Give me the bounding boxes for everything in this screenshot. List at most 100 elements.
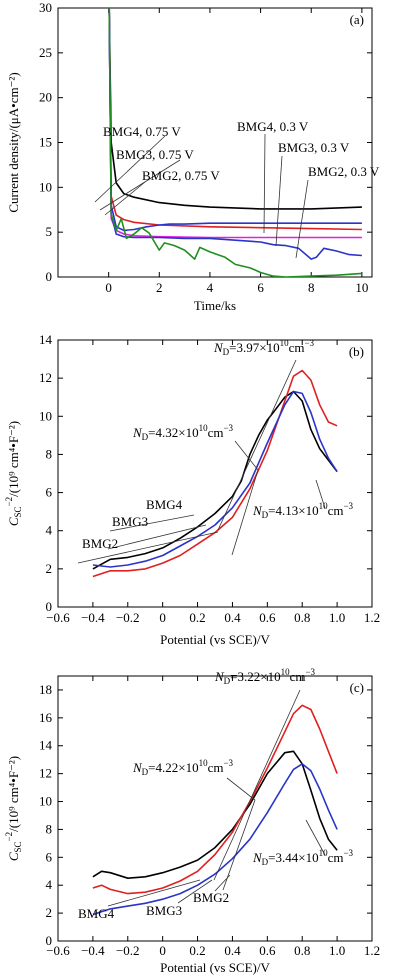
y-tick-label: 2: [46, 561, 53, 576]
chart-panel-b: −0.6 −0.4 −0.2 0 0.2 0.4 0.6 0.8 1.0 1.2 0 2 4 6 8 10 12…: [4, 332, 380, 647]
panel-label: (c): [350, 680, 364, 695]
x-tick-label: 0.8: [294, 943, 310, 958]
y-tick-label: 10: [39, 179, 52, 194]
annotation-leader: [226, 777, 256, 801]
annotation-label: BMG3, 0.3 V: [278, 140, 350, 155]
y-tick-label: 8: [46, 821, 53, 836]
series-line-bmg3-0-75-v: [108, 8, 362, 231]
annotation-leader: [177, 879, 213, 904]
x-tick-label: −0.4: [81, 943, 105, 958]
y-tick-label: 0: [46, 269, 53, 284]
x-tick-label: 0.6: [259, 943, 276, 958]
y-tick-label: 18: [39, 682, 52, 697]
x-tick-label: 1.0: [329, 943, 345, 958]
panel-label: (b): [349, 344, 364, 359]
x-tick-label: −0.2: [116, 943, 140, 958]
series-line-bmg4-0-75-v: [108, 8, 362, 210]
series-line-bmg2-0-3-v: [108, 8, 362, 277]
series-line-bmg2-0-75-v: [108, 8, 362, 239]
x-tick-label: −0.6: [46, 943, 70, 958]
annotation-label: BMG4: [146, 497, 183, 512]
y-tick-label: 8: [46, 446, 53, 461]
y-tick-label: 6: [46, 849, 53, 864]
y-tick-label: 10: [39, 408, 52, 423]
series-line-bmg4: [92, 390, 338, 570]
x-tick-label: −0.2: [116, 610, 140, 625]
x-tick-label: 0.4: [224, 943, 241, 958]
annotation-label: BMG2: [82, 536, 118, 551]
x-tick-label: 1.2: [364, 610, 380, 625]
annotation-label: BMG4, 0.3 V: [237, 119, 309, 134]
y-tick-label: 14: [39, 332, 53, 347]
y-tick-label: 0: [46, 599, 53, 614]
annotation-label: ND=4.32×1010cm−3: [132, 423, 234, 442]
series-line-bmg4-0-3-v: [108, 8, 362, 232]
annotation-leader: [104, 181, 146, 216]
x-tick-label: 1.2: [364, 943, 380, 958]
annotation-label: BMG2, 0.75 V: [142, 168, 220, 183]
y-tick-label: 4: [46, 877, 53, 892]
x-tick-label: 0.2: [189, 610, 205, 625]
annotation-label: BMG3: [112, 514, 148, 529]
annotation-label: ND=3.44×1010cm−3: [252, 848, 354, 867]
annotation-leader: [214, 874, 231, 892]
x-tick-label: 0.2: [189, 943, 205, 958]
x-tick-label: 0: [105, 280, 112, 295]
annotation-leader: [77, 531, 219, 564]
annotation-label: BMG3: [146, 903, 182, 918]
x-tick-label: 0: [159, 943, 166, 958]
annotation-label: BMG4, 0.75 V: [103, 124, 181, 139]
y-tick-label: 12: [39, 370, 52, 385]
annotation-label: BMG4: [78, 906, 115, 921]
y-axis-label: CSC−2/(10⁹ cm⁴•F⁻²): [4, 421, 23, 526]
x-axis-label: Potential (vs SCE)/V: [160, 960, 270, 975]
x-axis-label: Potential (vs SCE)/V: [160, 632, 270, 647]
x-tick-label: 0.6: [259, 610, 276, 625]
annotation-label: ND=4.22×1010cm−3: [132, 758, 234, 777]
annotation-label: BMG2, 0.3 V: [308, 164, 380, 179]
annotation-label: BMG3, 0.75 V: [116, 147, 194, 162]
annotation-leader: [222, 799, 256, 891]
annotation-leader: [234, 440, 259, 471]
x-tick-label: 1.0: [329, 610, 345, 625]
x-tick-label: 8: [308, 280, 315, 295]
series-line-bmg2: [92, 763, 338, 916]
annotation-leader: [107, 879, 201, 907]
x-tick-label: 0.8: [294, 610, 310, 625]
annotation-leader: [213, 689, 301, 881]
y-axis-label: CSC−2/(10⁹ cm⁴•F⁻²): [4, 756, 23, 861]
y-tick-label: 20: [39, 90, 52, 105]
annotation-leader: [107, 524, 207, 550]
annotation-leader: [315, 479, 326, 509]
series-line-bmg3: [92, 369, 338, 578]
annotation-leader: [231, 469, 259, 556]
annotation-label: BMG2: [193, 890, 229, 905]
annotation-label: ND=4.13×1010cm−3: [252, 501, 354, 520]
annotation-leader: [217, 359, 297, 531]
y-tick-label: 12: [39, 766, 52, 781]
annotation-leader: [295, 179, 309, 259]
y-tick-label: 14: [39, 738, 53, 753]
y-axis-label: Current density/(μA•cm⁻²): [6, 72, 21, 212]
y-tick-label: 4: [46, 523, 53, 538]
annotation-leader: [94, 135, 166, 203]
y-tick-label: 25: [39, 45, 52, 60]
series-line-bmg2: [92, 390, 338, 568]
x-tick-label: 0: [159, 610, 166, 625]
x-tick-label: −0.6: [46, 610, 70, 625]
y-tick-label: 0: [46, 933, 53, 948]
chart-panel-c: −0.6 −0.4 −0.2 0 0.2 0.4 0.6 0.8 1.0 1.2 0 2 4 6 8 10 12…: [4, 667, 380, 975]
annotation-label: ND=3.97×1010cm−3: [213, 338, 315, 357]
series-line-bmg3: [92, 704, 338, 895]
chart-panel-a: 0 2 4 6 8 10 0 5 10 15 20 25 30 Time/ks Current densit…: [6, 0, 380, 313]
x-tick-label: −0.4: [81, 610, 105, 625]
series-line-bmg3-0-3-v: [108, 8, 362, 260]
annotation-leader: [275, 155, 283, 247]
x-tick-label: 4: [207, 280, 214, 295]
y-tick-label: 10: [39, 794, 52, 809]
annotation-label: ND=3.22×1010cm−3: [214, 667, 316, 686]
annotation-leader: [99, 159, 181, 211]
x-tick-label: 6: [257, 280, 264, 295]
annotation-leader: [305, 819, 326, 856]
